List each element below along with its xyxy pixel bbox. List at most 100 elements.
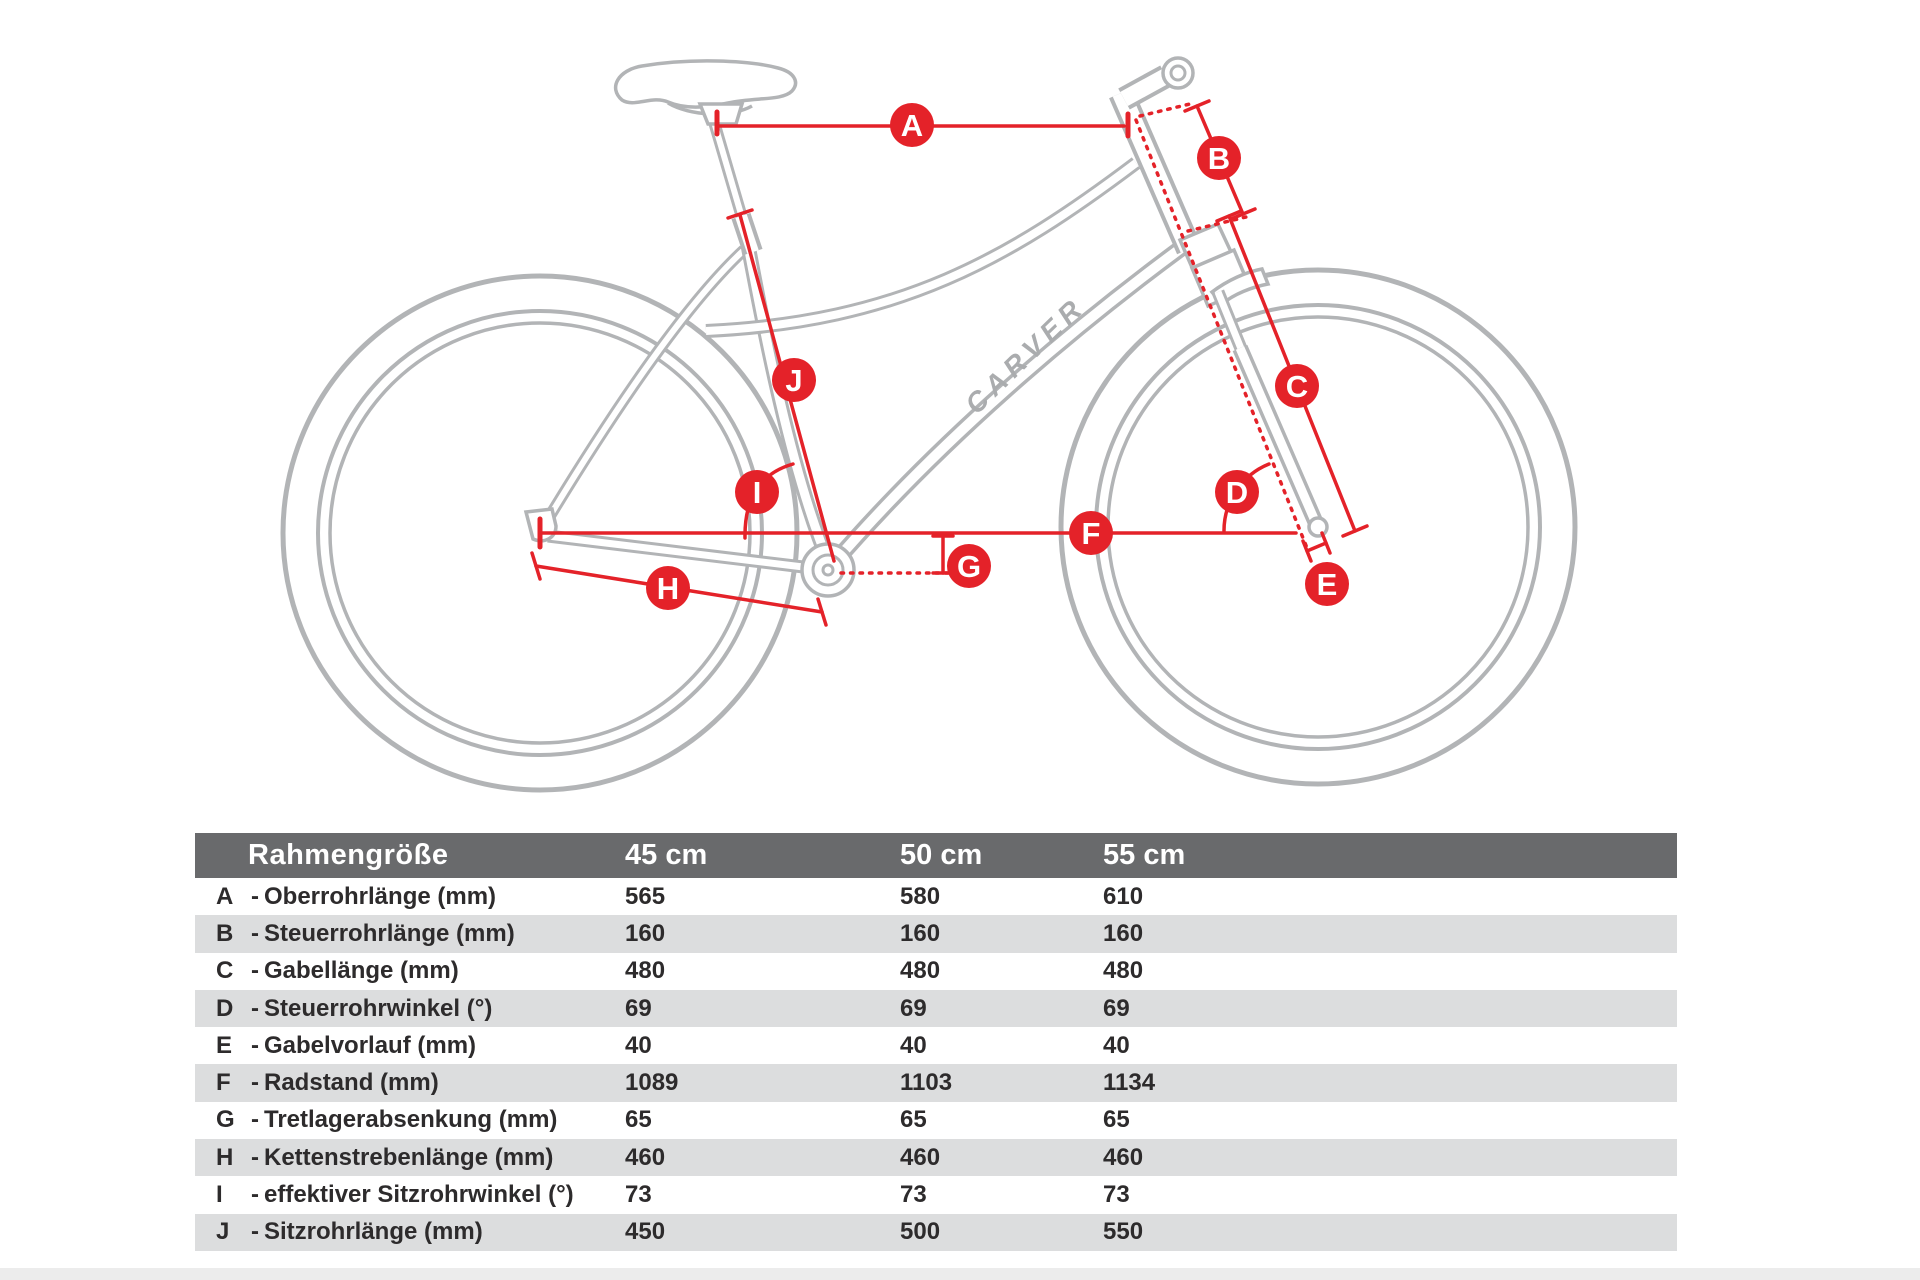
row-name: Gabelvorlauf (mm): [264, 1031, 477, 1059]
table-row: H - Kettenstrebenlänge (mm) 460 460 460: [195, 1139, 1677, 1177]
row-value-55: 550: [1103, 1218, 1144, 1246]
row-value-55: 69: [1103, 994, 1130, 1022]
row-dash: -: [251, 1069, 259, 1097]
row-letter: E: [216, 1031, 233, 1059]
row-letter: G: [216, 1106, 235, 1134]
bottom-bracket: [800, 542, 856, 598]
row-letter: B: [216, 919, 234, 947]
row-value-45: 460: [625, 1143, 666, 1171]
row-name: Oberrohrlänge (mm): [264, 882, 497, 910]
badge-i: I: [735, 470, 779, 514]
row-value-55: 480: [1103, 957, 1144, 985]
table-header-45cm: 45 cm: [625, 839, 708, 871]
row-letter: A: [216, 882, 234, 910]
steering-axis-line: [1134, 118, 1309, 550]
table-row: I - effektiver Sitzrohrwinkel (°) 73 73 73: [195, 1176, 1677, 1213]
badge-a: A: [890, 103, 934, 147]
row-value-45: 565: [625, 882, 666, 910]
table-row: F - Radstand (mm) 1089 1103 1134: [195, 1064, 1677, 1102]
svg-text:J: J: [785, 363, 802, 398]
row-value-45: 73: [625, 1181, 652, 1209]
page-bottom-strip: [0, 1268, 1920, 1280]
row-letter: C: [216, 957, 234, 985]
badge-c: C: [1275, 364, 1319, 408]
table-row: E - Gabelvorlauf (mm) 40 40 40: [195, 1027, 1677, 1064]
row-letter: F: [216, 1069, 231, 1097]
row-value-50: 40: [900, 1031, 927, 1059]
row-dash: -: [251, 1181, 259, 1209]
table-row: D - Steuerrohrwinkel (°) 69 69 69: [195, 989, 1677, 1028]
saddle: [614, 59, 798, 109]
row-name: Steuerrohrwinkel (°): [264, 994, 493, 1022]
table-row: J - Sitzrohrlänge (mm) 450 500 550: [195, 1213, 1677, 1251]
row-letter: D: [216, 994, 234, 1022]
table-row: A - Oberrohrlänge (mm) 565 580 610: [195, 878, 1677, 915]
table-row: C - Gabellänge (mm) 480 480 480: [195, 953, 1677, 990]
row-name: Sitzrohrlänge (mm): [264, 1218, 483, 1246]
table-row: B - Steuerrohrlänge (mm) 160 160 160: [195, 915, 1677, 953]
badge-h: H: [646, 566, 690, 610]
row-value-50: 500: [900, 1218, 941, 1246]
row-name: Kettenstrebenlänge (mm): [264, 1143, 554, 1171]
row-value-50: 1103: [900, 1069, 953, 1097]
row-value-50: 69: [900, 994, 927, 1022]
svg-text:A: A: [901, 108, 923, 143]
badge-g: G: [947, 544, 991, 588]
row-value-50: 580: [900, 882, 941, 910]
badge-d: D: [1215, 470, 1259, 514]
row-value-45: 160: [625, 919, 666, 947]
table-row: G - Tretlagerabsenkung (mm) 65 65 65: [195, 1102, 1677, 1139]
badge-f: F: [1069, 511, 1113, 555]
row-value-55: 73: [1103, 1181, 1130, 1209]
row-value-45: 1089: [625, 1069, 679, 1097]
row-name: Tretlagerabsenkung (mm): [264, 1106, 558, 1134]
row-value-55: 460: [1103, 1143, 1144, 1171]
row-value-55: 1134: [1103, 1069, 1156, 1097]
dim-line-b: [1138, 99, 1257, 233]
row-dash: -: [251, 1031, 259, 1059]
row-value-55: 160: [1103, 919, 1144, 947]
badge-j: J: [772, 358, 816, 402]
svg-text:I: I: [753, 475, 762, 510]
dimension-badges: A B C D E F G H: [646, 103, 1349, 610]
row-value-50: 480: [900, 957, 941, 985]
geometry-table: Rahmengröße 45 cm 50 cm 55 cm A - Oberrohr…: [195, 833, 1677, 1251]
row-value-50: 65: [900, 1106, 927, 1134]
table-header-row: Rahmengröße 45 cm 50 cm 55 cm: [195, 833, 1677, 878]
row-value-45: 40: [625, 1031, 652, 1059]
brand-logo: CARVER: [959, 290, 1091, 419]
row-name: Gabellänge (mm): [264, 957, 459, 985]
table-header-size: Rahmengröße: [248, 839, 449, 871]
bike-geometry-diagram: CARVER: [280, 56, 1578, 793]
saddle-clamp: [697, 102, 745, 126]
row-value-45: 69: [625, 994, 652, 1022]
row-value-50: 160: [900, 919, 941, 947]
row-name: Radstand (mm): [264, 1069, 439, 1097]
row-dash: -: [251, 1143, 259, 1171]
svg-text:G: G: [957, 549, 981, 584]
svg-text:E: E: [1317, 567, 1338, 602]
row-dash: -: [251, 1218, 259, 1246]
badge-e: E: [1305, 562, 1349, 606]
dim-line-e: [1301, 531, 1332, 563]
row-value-45: 65: [625, 1106, 652, 1134]
row-value-55: 610: [1103, 882, 1144, 910]
table-header-55cm: 55 cm: [1103, 839, 1186, 871]
row-dash: -: [251, 919, 259, 947]
seat-stay: [539, 245, 749, 528]
row-dash: -: [251, 957, 259, 985]
row-value-50: 460: [900, 1143, 941, 1171]
row-value-55: 65: [1103, 1106, 1130, 1134]
svg-text:D: D: [1226, 475, 1248, 510]
row-letter: H: [216, 1143, 234, 1171]
row-letter: J: [216, 1218, 230, 1246]
table-header-50cm: 50 cm: [900, 839, 983, 871]
row-letter: I: [216, 1181, 223, 1209]
row-dash: -: [251, 882, 259, 910]
row-value-55: 40: [1103, 1031, 1130, 1059]
front-axle: [1307, 516, 1329, 538]
dim-line-f: [537, 516, 1298, 550]
row-value-45: 480: [625, 957, 666, 985]
row-name: effektiver Sitzrohrwinkel (°): [264, 1181, 574, 1209]
svg-text:C: C: [1286, 369, 1308, 404]
